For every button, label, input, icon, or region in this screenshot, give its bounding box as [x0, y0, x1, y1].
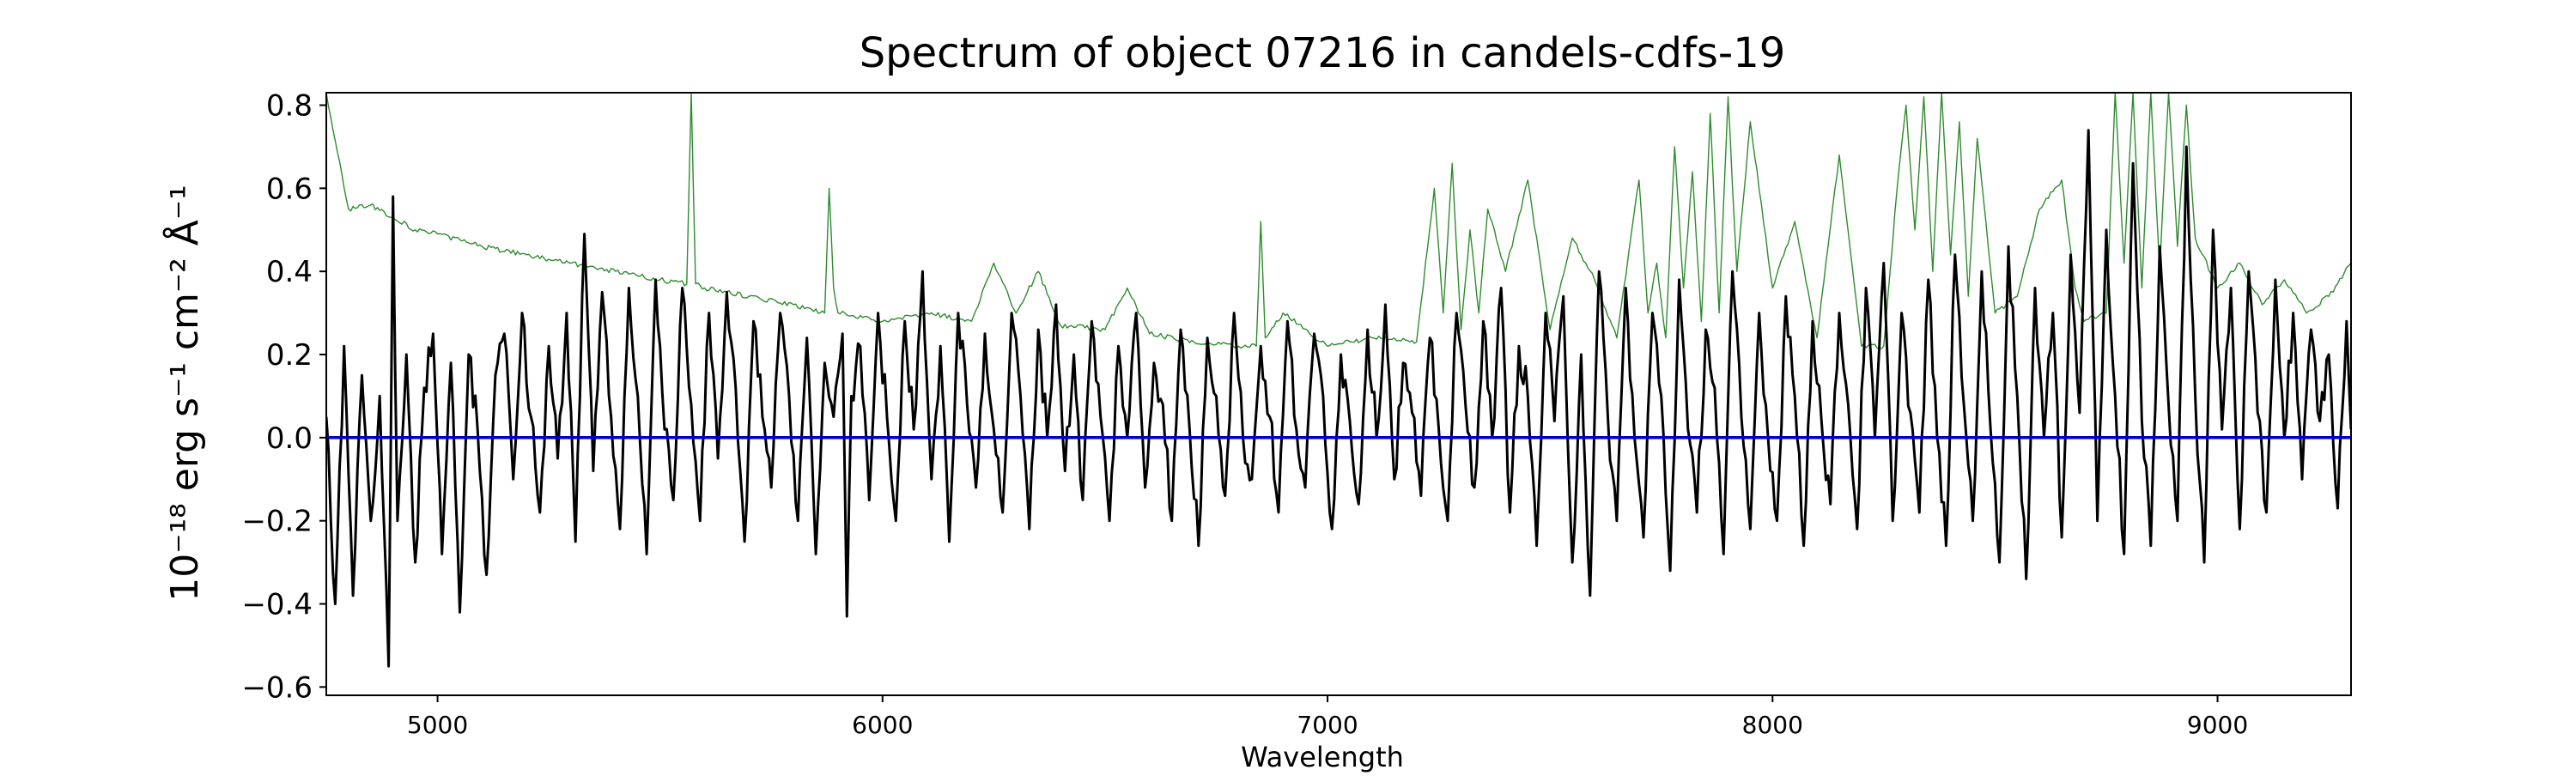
- x-tick-label: 7000: [1297, 711, 1358, 739]
- y-tick-label: 0.2: [266, 338, 313, 373]
- series-layer: [326, 93, 2351, 668]
- series-line-1: [326, 129, 2351, 668]
- series-line-0: [326, 93, 2351, 349]
- y-axis-label: 10⁻¹⁸ erg s⁻¹ cm⁻² Å⁻¹: [161, 185, 207, 601]
- y-tick-label: −0.6: [241, 670, 313, 705]
- y-tick-label: 0.8: [266, 89, 313, 124]
- y-tick-label: 0.4: [266, 255, 313, 289]
- plot-frame: [325, 92, 2352, 696]
- y-tick-label: 0.0: [266, 421, 313, 456]
- x-tick-label: 6000: [852, 711, 913, 739]
- x-tick-label: 9000: [2187, 711, 2248, 739]
- x-axis-label: Wavelength: [1241, 741, 1404, 773]
- y-tick-label: 0.6: [266, 172, 313, 206]
- x-tick-label: 5000: [407, 711, 468, 739]
- ticks-layer: 5000 6000 7000 8000 9000 −0.6 −0.4 −0.2 0.0 0.2 0.…: [241, 89, 2248, 739]
- y-tick-label: −0.4: [241, 587, 313, 621]
- y-tick-label: −0.2: [241, 505, 313, 539]
- x-tick-label: 8000: [1742, 711, 1803, 739]
- chart-title: Spectrum of object 07216 in candels-cdfs…: [860, 29, 1786, 77]
- axes-layer: [325, 92, 2352, 696]
